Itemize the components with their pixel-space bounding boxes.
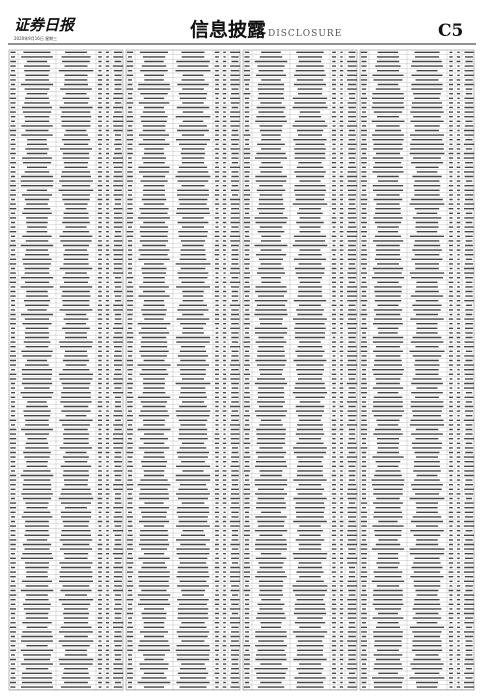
section-title-en: DISCLOSURE <box>268 29 342 39</box>
table-text <box>360 51 475 688</box>
page-number: C5 <box>438 21 463 41</box>
table-frame <box>125 49 241 691</box>
table-text <box>9 51 124 688</box>
issue-date: 2020年9月16日 星期三 <box>14 35 57 41</box>
table-frame <box>359 49 475 691</box>
table-frame <box>242 49 358 691</box>
table-text <box>126 51 241 688</box>
table-grid <box>360 50 474 690</box>
table-grid <box>9 50 123 690</box>
masthead-logo: 证券日报 <box>14 16 76 34</box>
table-grid <box>243 50 357 690</box>
table-grid <box>126 50 240 690</box>
table-frame <box>8 49 124 691</box>
section-title: 信息披露 <box>190 18 267 41</box>
disclosure-tables <box>8 49 475 691</box>
table-text <box>243 51 358 688</box>
